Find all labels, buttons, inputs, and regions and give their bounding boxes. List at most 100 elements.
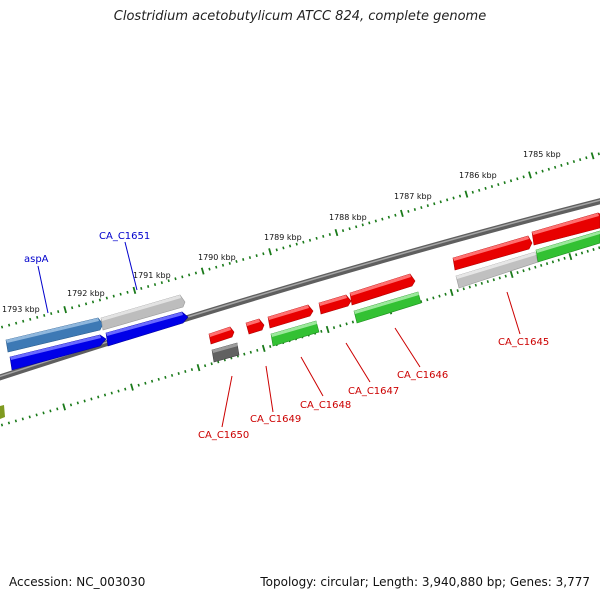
outer-scale-tick: [361, 223, 364, 227]
topology-text: Topology: circular; Length: 3,940,880 bp…: [260, 575, 590, 589]
inner-scale-tick: [551, 260, 555, 264]
inner-scale-tick: [557, 258, 560, 262]
inner-scale-tick: [522, 269, 525, 273]
outer-scale-tick: [194, 271, 198, 275]
gene-label-CA_C1646[interactable]: CA_C1646: [397, 370, 448, 381]
outer-scale-tick: [478, 188, 481, 192]
gene-CA_C1651-inner[interactable]: [105, 311, 189, 347]
inner-scale-tick: [498, 276, 501, 280]
outer-scale-tick: [153, 283, 157, 287]
inner-scale-tick: [210, 362, 213, 366]
gene-CA_C1646[interactable]: [349, 273, 422, 324]
gene-aspA-inner[interactable]: [9, 334, 107, 371]
inner-scale-tick: [243, 352, 246, 356]
outer-scale-tick: [407, 209, 410, 213]
inner-scale-tick: [528, 267, 531, 271]
inner-scale-tick: [480, 281, 483, 285]
outer-scale-tick: [208, 267, 211, 271]
outer-scale-tick: [348, 227, 351, 231]
inner-scale-tick: [170, 373, 174, 377]
inner-scale-tick: [196, 364, 201, 372]
outer-scale-tick: [446, 198, 449, 202]
outer-scale-tick: [126, 290, 129, 294]
inner-scale-tick: [486, 280, 489, 284]
outer-scale-tick: [503, 181, 506, 185]
outer-scale-tick: [262, 252, 265, 256]
inner-scale-tick: [49, 409, 52, 413]
outer-scale-tick: [282, 246, 285, 250]
gene-CA_C1647[interactable]: [318, 294, 352, 315]
outer-scale-tick: [228, 261, 231, 265]
outer-scale-tick: [541, 169, 544, 173]
inner-scale-tick: [325, 325, 330, 334]
inner-scale-tick: [320, 329, 323, 333]
inner-scale-tick: [509, 270, 514, 278]
gene-CA_C1651[interactable]: [100, 294, 186, 331]
inner-scale-tick: [580, 251, 584, 255]
inner-scale-tick: [0, 423, 4, 427]
outer-scale-tick: [167, 279, 170, 283]
gene-label-CA_C1648[interactable]: CA_C1648: [300, 400, 351, 411]
inner-scale-tick: [69, 403, 73, 407]
inner-scale-tick: [419, 300, 423, 304]
outer-scale-tick: [413, 208, 417, 211]
outer-scale-tick: [572, 160, 576, 164]
inner-scale-tick: [540, 263, 543, 267]
outer-scale-tick: [132, 286, 137, 294]
outer-scale-tick: [381, 217, 384, 221]
outer-scale-tick: [43, 313, 46, 317]
gene-label-CA_C1647[interactable]: CA_C1647: [348, 386, 399, 397]
outer-scale-tick: [400, 209, 404, 217]
inner-scale-tick: [332, 326, 336, 330]
outer-scale-tick: [322, 234, 325, 238]
outer-scale-tick: [7, 323, 11, 327]
gene-CA_C1645-outer[interactable]: [452, 235, 533, 271]
inner-scale-tick: [261, 344, 266, 353]
inner-scale-tick: [444, 292, 447, 296]
outer-scale-tick: [50, 312, 53, 315]
outer-scale-tick: [215, 265, 218, 269]
outer-scale-tick: [464, 190, 469, 198]
outer-scale-tick: [268, 248, 272, 256]
gene-CA_C1650[interactable]: [208, 326, 240, 363]
gene-label-CA_C1650[interactable]: CA_C1650: [198, 430, 249, 441]
gene-label-CA_C1645[interactable]: CA_C1645: [498, 337, 549, 348]
gene-outer-right[interactable]: [531, 212, 600, 246]
inner-scale-tick: [426, 298, 429, 302]
outer-scale-tick: [597, 152, 600, 156]
outer-scale-tick: [77, 304, 81, 308]
outer-scale-tick: [516, 177, 519, 181]
outer-scale-tick: [200, 267, 205, 275]
gene-label-CA_C1649[interactable]: CA_C1649: [250, 414, 301, 425]
gene-aspA[interactable]: [5, 317, 104, 353]
outer-scale-tick: [471, 190, 474, 194]
gene-label-aspA[interactable]: aspA: [24, 254, 49, 265]
gene-CA_C1648[interactable]: [267, 304, 320, 347]
gene-left-edge[interactable]: [0, 405, 5, 419]
inner-scale-tick: [28, 415, 31, 419]
inner-scale-tick: [190, 368, 194, 372]
outer-scale-tick: [147, 285, 150, 288]
inner-scale-tick: [449, 288, 454, 297]
outer-scale-tick: [22, 319, 25, 323]
inner-scale-tick: [468, 285, 471, 289]
gene-label-CA_C1651[interactable]: CA_C1651: [99, 231, 150, 242]
gene-CA_C1649[interactable]: [245, 318, 265, 335]
kbp-label-1791: 1791 kbp: [133, 271, 171, 280]
kbp-label-1788: 1788 kbp: [329, 213, 367, 222]
kbp-label-1787: 1787 kbp: [394, 192, 432, 201]
inner-scale-tick: [545, 262, 549, 266]
inner-scale-tick: [534, 265, 537, 269]
outer-scale-tick: [497, 183, 500, 187]
outer-scale-tick: [308, 238, 312, 242]
kbp-label-1789: 1789 kbp: [264, 233, 302, 242]
inner-scale-tick: [184, 370, 187, 373]
inner-scale-tick: [492, 278, 495, 282]
outer-scale-tick: [15, 321, 18, 325]
inner-scale-tick: [177, 371, 180, 375]
gene-CA_C1645[interactable]: [455, 230, 600, 289]
kbp-label-1786: 1786 kbp: [459, 171, 497, 180]
inner-scale-tick: [97, 395, 100, 399]
inner-scale-tick: [76, 401, 79, 405]
